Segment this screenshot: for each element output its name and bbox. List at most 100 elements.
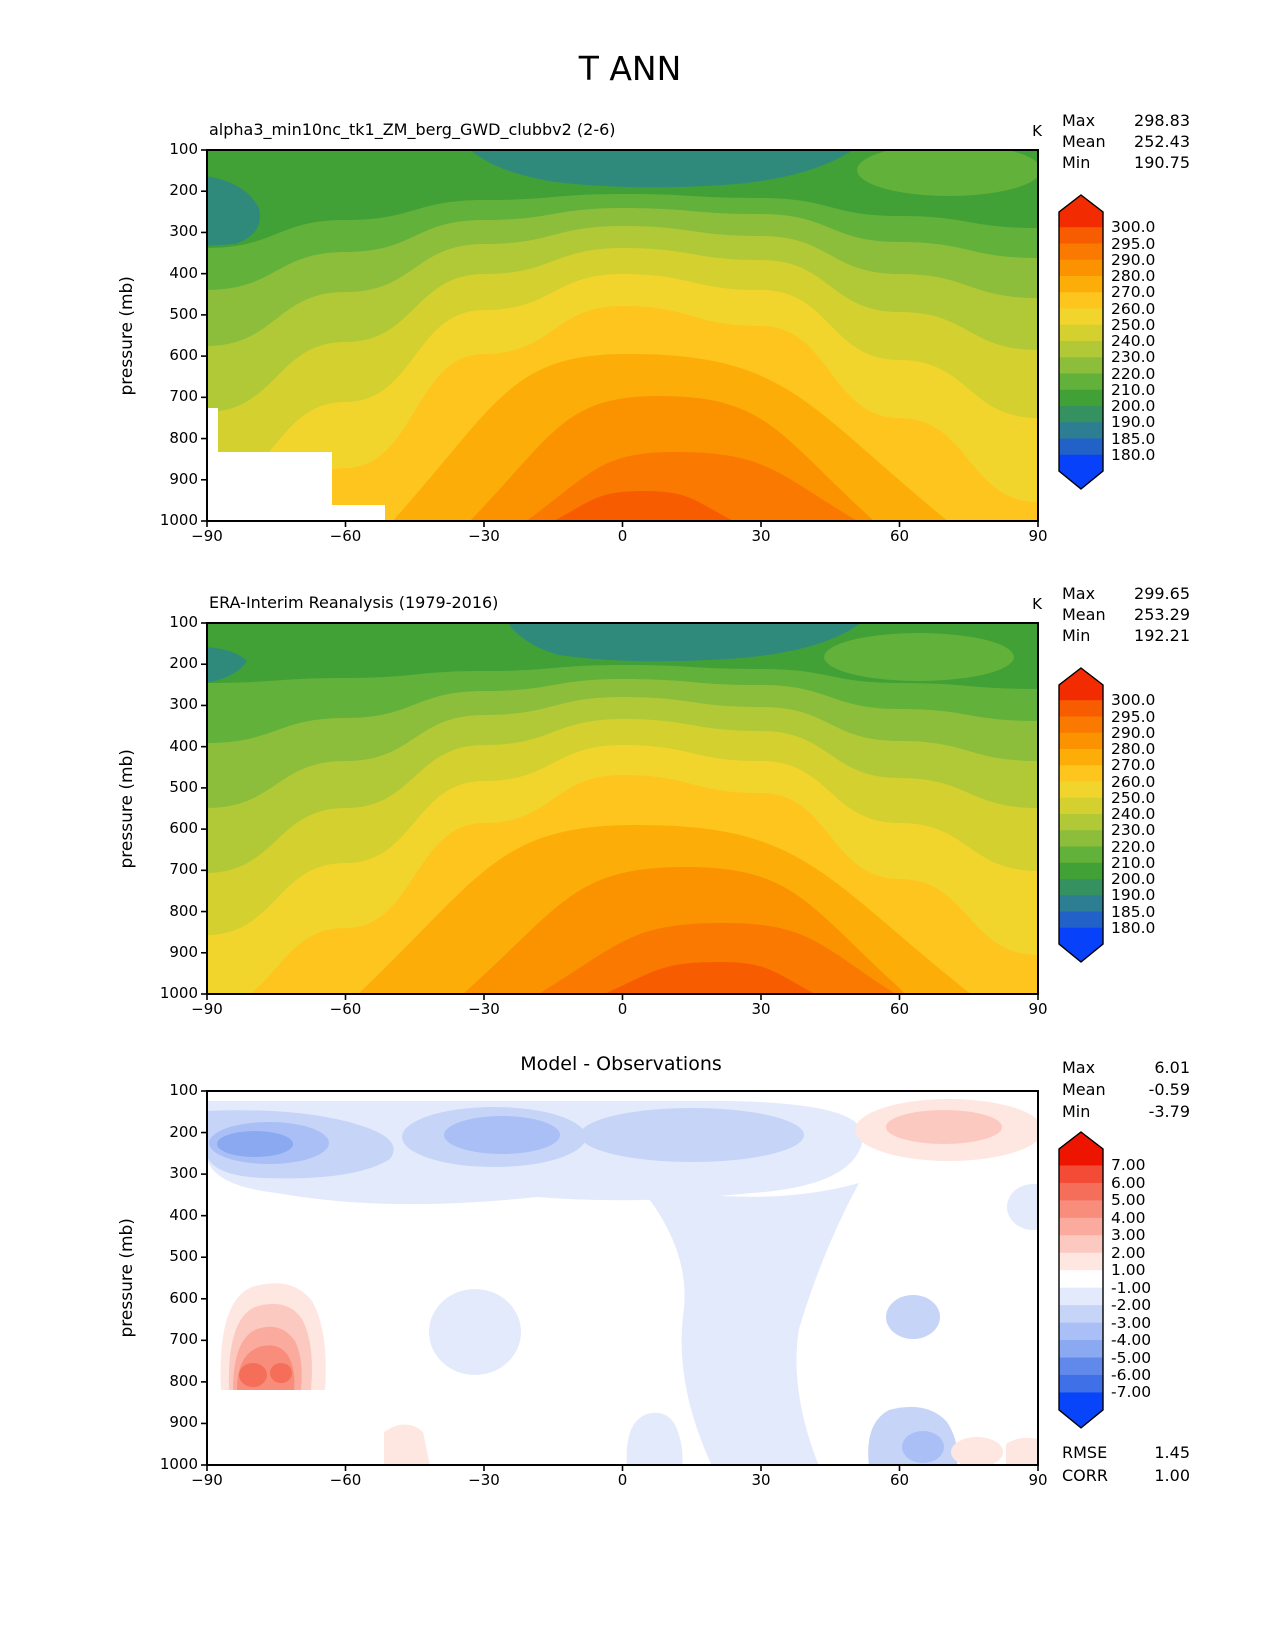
panel3-difference-contour-plot: [201, 1090, 1039, 1471]
panel1-y-tick-label: 300: [169, 222, 198, 241]
cb-temp-1-tick-label: 220.0: [1111, 364, 1156, 383]
panel2-y-tick-label: 400: [169, 736, 198, 755]
panel1-x-tick-label: −60: [329, 527, 362, 545]
panel1-unit-label: K: [1032, 122, 1042, 140]
panel2-y-tick-label: 900: [169, 942, 198, 961]
panel1-x-tick-label: −30: [468, 527, 500, 545]
panel1-y-tick-label: 600: [169, 346, 198, 365]
panel3-y-tick-label: 600: [169, 1288, 198, 1307]
panel1-x-tick-label: −90: [191, 527, 223, 545]
panel3-stat-min-label: Min: [1062, 1102, 1091, 1121]
cb-diff-colorbar: [1058, 1131, 1104, 1429]
cb-temp-1-tick-label: 280.0: [1111, 267, 1156, 285]
panel1-x-tick-label: 30: [751, 527, 771, 545]
panel3-rmse-value: 1.45: [1154, 1443, 1190, 1462]
cb-temp-1-tick-label: 230.0: [1111, 348, 1156, 367]
panel3-y-tick-label: 900: [169, 1413, 198, 1432]
panel2-y-tick-label: 300: [169, 695, 198, 714]
panel2-x-tick-label: 90: [1028, 1000, 1048, 1018]
panel2-title: ERA-Interim Reanalysis (1979-2016): [209, 593, 499, 612]
panel3-rmse-label: RMSE: [1062, 1443, 1108, 1462]
panel1-stat-mean-value: 252.43: [1134, 132, 1190, 151]
panel1-y-tick-label: 100: [169, 140, 198, 158]
panel3-y-tick-label: 200: [169, 1122, 198, 1141]
panel2-x-tick-label: 30: [751, 1000, 771, 1018]
cb-diff-tick-label: 3.00: [1111, 1226, 1146, 1245]
panel2-y-tick-label: 1000: [159, 984, 198, 1002]
panel2-stat-min-value: 192.21: [1134, 626, 1190, 645]
panel3-corr-label: CORR: [1062, 1466, 1108, 1485]
panel2-contour-plot: [201, 622, 1039, 1000]
panel1-stat-max-value: 298.83: [1134, 111, 1190, 130]
cb-diff-tick-label: -5.00: [1111, 1348, 1152, 1367]
cb-temp-1-tick-label: 260.0: [1111, 299, 1156, 318]
panel1-stat-max-label: Max: [1062, 111, 1096, 130]
panel1-y-axis-label: pressure (mb): [117, 275, 138, 396]
cb-temp-2-tick-label: 200.0: [1111, 870, 1156, 888]
cb-diff-tick-label: -7.00: [1111, 1383, 1152, 1402]
panel3-stat-max-label: Max: [1062, 1058, 1096, 1077]
cb-temp-1-tick-label: 295.0: [1111, 234, 1156, 253]
panel3-y-tick-label: 1000: [159, 1455, 198, 1473]
main-title: T ANN: [578, 49, 682, 88]
panel2-x-tick-label: −60: [329, 1000, 362, 1018]
panel2-y-tick-label: 100: [169, 613, 198, 631]
cb-temp-2-tick-label: 185.0: [1111, 902, 1156, 921]
cb-temp-1-tick-label: 290.0: [1111, 250, 1156, 269]
panel1-title: alpha3_min10nc_tk1_ZM_berg_GWD_clubbv2 (…: [209, 120, 616, 139]
panel1-y-tick-label: 700: [169, 387, 198, 406]
cb-diff-tick-label: 7.00: [1111, 1156, 1146, 1175]
cb-temp-2-tick-label: 295.0: [1111, 707, 1156, 726]
panel1-y-tick-label: 500: [169, 304, 198, 323]
panel2-unit-label: K: [1032, 595, 1042, 613]
panel1-stat-min-value: 190.75: [1134, 153, 1190, 172]
panel1-contour-plot: [201, 149, 1039, 527]
panel2-stat-max-value: 299.65: [1134, 584, 1190, 603]
cb-temp-1-tick-label: 240.0: [1111, 332, 1156, 350]
cb-temp-2-tick-label: 270.0: [1111, 756, 1156, 775]
panel2-y-tick-label: 700: [169, 860, 198, 879]
panel3-x-tick-label: 60: [889, 1471, 910, 1489]
cb-diff-tick-label: -4.00: [1111, 1331, 1152, 1350]
cb-diff-tick-label: -2.00: [1111, 1296, 1152, 1315]
panel3-title: Model - Observations: [520, 1053, 722, 1075]
cb-temp-2-tick-label: 260.0: [1111, 772, 1156, 791]
panel3-y-tick-label: 800: [169, 1371, 198, 1390]
panel2-y-tick-label: 200: [169, 654, 198, 673]
cb-diff-tick-label: 2.00: [1111, 1243, 1146, 1262]
cb-temp-2-tick-label: 190.0: [1111, 886, 1156, 905]
panel1-x-tick-label: 90: [1028, 527, 1048, 545]
cb-temp-2-tick-label: 210.0: [1111, 853, 1156, 872]
cb-diff-tick-label: -6.00: [1111, 1365, 1152, 1384]
panel2-y-tick-label: 600: [169, 819, 198, 838]
panel3-y-tick-label: 500: [169, 1247, 198, 1266]
panel1-y-tick-label: 200: [169, 181, 198, 200]
cb-diff-tick-label: -1.00: [1111, 1278, 1152, 1297]
panel3-x-tick-label: 0: [617, 1471, 628, 1489]
panel3-y-tick-label: 100: [169, 1081, 198, 1099]
cb-temp-2-tick-label: 250.0: [1111, 788, 1156, 807]
cb-temp-1-colorbar: [1058, 194, 1104, 490]
cb-temp-1-tick-label: 250.0: [1111, 315, 1156, 334]
panel1-y-tick-label: 800: [169, 428, 198, 447]
panel2-stat-min-label: Min: [1062, 626, 1091, 645]
panel3-x-tick-label: 90: [1028, 1471, 1048, 1489]
panel3-y-tick-label: 700: [169, 1330, 198, 1349]
panel2-y-tick-label: 500: [169, 777, 198, 796]
panel3-x-tick-label: 30: [751, 1471, 771, 1489]
panel2-stat-max-label: Max: [1062, 584, 1096, 603]
panel3-x-tick-label: −90: [191, 1471, 223, 1489]
cb-diff-tick-label: 5.00: [1111, 1191, 1146, 1210]
panel2-x-tick-label: 0: [617, 1000, 628, 1018]
cb-temp-1-tick-label: 210.0: [1111, 380, 1156, 399]
panel2-stat-mean-label: Mean: [1062, 605, 1106, 624]
panel2-x-tick-label: −90: [191, 1000, 223, 1018]
panel3-corr-value: 1.00: [1154, 1466, 1190, 1485]
panel3-stat-mean-label: Mean: [1062, 1080, 1106, 1099]
cb-temp-2-tick-label: 230.0: [1111, 821, 1156, 840]
panel1-stat-mean-label: Mean: [1062, 132, 1106, 151]
cb-temp-2-tick-label: 240.0: [1111, 805, 1156, 823]
panel3-y-axis-label: pressure (mb): [117, 1218, 138, 1338]
panel2-y-axis-label: pressure (mb): [117, 748, 138, 869]
cb-temp-2-tick-label: 180.0: [1111, 918, 1156, 937]
